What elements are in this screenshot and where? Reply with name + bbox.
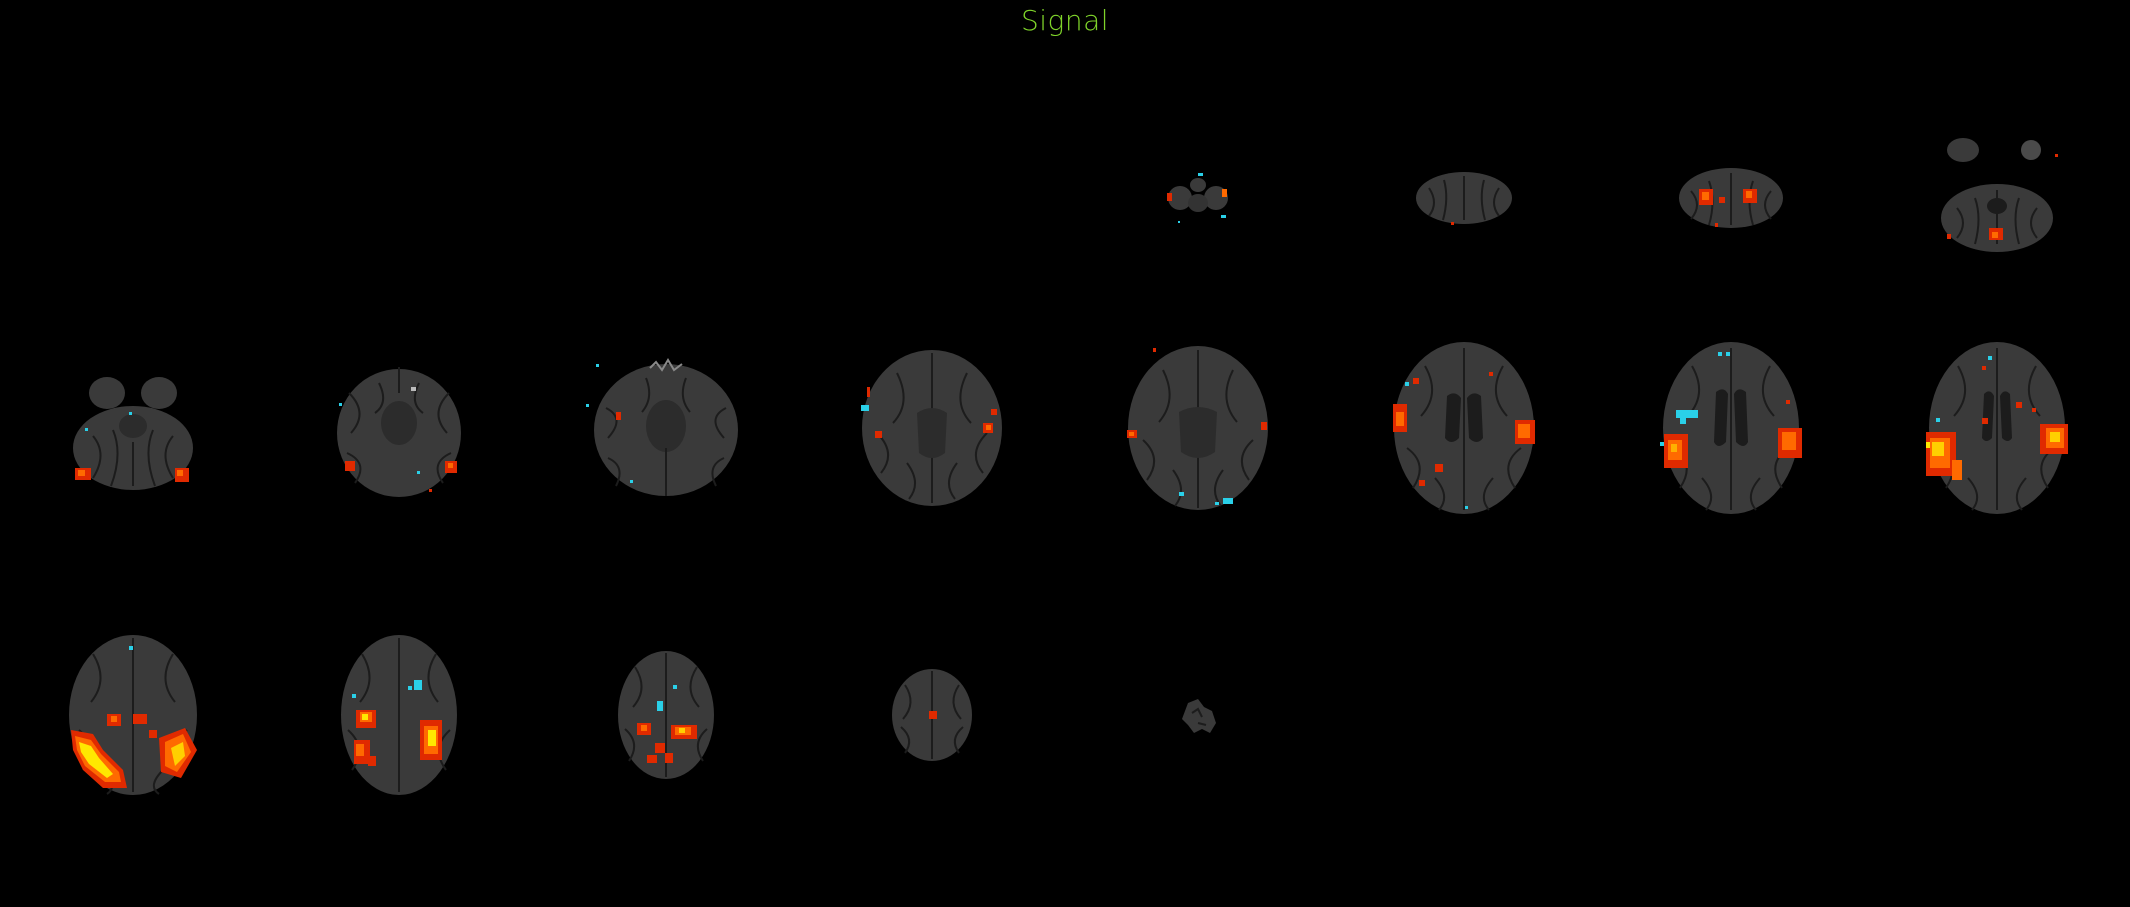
- axial-slice-10: [266, 285, 532, 570]
- axial-slice-2: [266, 110, 532, 285]
- figure-title: Signal: [1020, 4, 1110, 37]
- axial-slice-17: [0, 570, 266, 860]
- axial-slice-21: [1065, 570, 1331, 860]
- axial-slice-8: [1864, 110, 2130, 285]
- axial-slice-3: [533, 110, 799, 285]
- axial-slice-22: [1331, 570, 1597, 860]
- axial-slice-19: [533, 570, 799, 860]
- axial-slice-23: [1598, 570, 1864, 860]
- axial-slice-24: [1864, 570, 2130, 860]
- axial-slice-15: [1598, 285, 1864, 570]
- axial-slice-11: [533, 285, 799, 570]
- axial-slice-1: [0, 110, 266, 285]
- axial-slice-4: [799, 110, 1065, 285]
- axial-slice-5: [1065, 110, 1331, 285]
- axial-slice-9: [0, 285, 266, 570]
- axial-slice-13: [1065, 285, 1331, 570]
- axial-slice-7: [1598, 110, 1864, 285]
- axial-slice-6: [1331, 110, 1597, 285]
- axial-slice-18: [266, 570, 532, 860]
- axial-slice-20: [799, 570, 1065, 860]
- axial-slice-12: [799, 285, 1065, 570]
- axial-slice-14: [1331, 285, 1597, 570]
- axial-slice-16: [1864, 285, 2130, 570]
